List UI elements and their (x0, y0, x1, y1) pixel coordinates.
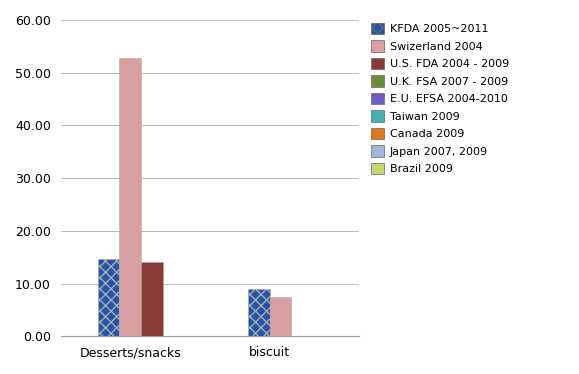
Bar (248, 289, 269, 336)
Bar (269, 297, 291, 336)
Legend: KFDA 2005~2011, Swizerland 2004, U.S. FDA 2004 - 2009, U.K. FSA 2007 - 2009, E.U: KFDA 2005~2011, Swizerland 2004, U.S. FD… (368, 19, 512, 178)
Bar (97, 259, 119, 336)
Bar (119, 58, 141, 336)
Bar (141, 263, 163, 336)
